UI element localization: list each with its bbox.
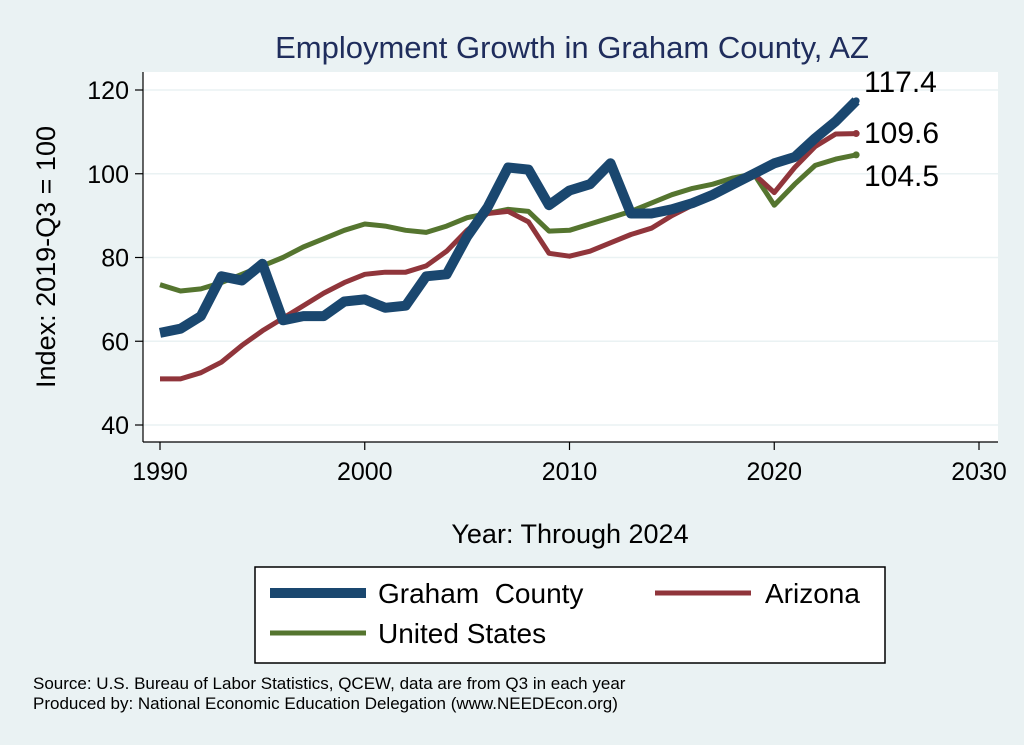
x-tick-label-2020: 2020 [746, 458, 802, 486]
x-tick-label-2000: 2000 [337, 458, 393, 486]
series-endpoint-united-states [852, 151, 860, 159]
legend-box [254, 566, 886, 664]
y-tick-label-40: 40 [101, 412, 129, 440]
legend-label-arizona: Arizona [765, 578, 860, 609]
end-label-arizona: 109.6 [864, 117, 939, 150]
chart-title: Employment Growth in Graham County, AZ [275, 30, 869, 65]
x-tick-label-2010: 2010 [542, 458, 598, 486]
end-label-united-states: 104.5 [864, 160, 939, 193]
producer-note: Produced by: National Economic Education… [33, 694, 618, 713]
legend: Graham County Arizona United States [254, 566, 886, 664]
x-axis-title: Year: Through 2024 [451, 519, 688, 549]
x-tick-label-1990: 1990 [132, 458, 188, 486]
legend-label-graham-county: Graham County [378, 578, 583, 609]
legend-label-united-states: United States [378, 618, 546, 649]
y-tick-label-60: 60 [101, 328, 129, 356]
y-tick-label-100: 100 [87, 161, 129, 189]
y-axis-title: Index: 2019-Q3 = 100 [31, 126, 61, 388]
y-tick-label-80: 80 [101, 245, 129, 273]
end-labels: 117.4 109.6 104.5 [864, 66, 939, 193]
source-note: Source: U.S. Bureau of Labor Statistics,… [33, 674, 626, 693]
axes: 40 60 80 100 120 1990 2000 2010 2020 2030 [87, 72, 1007, 486]
y-tick-label-120: 120 [87, 77, 129, 105]
series-endpoint-arizona [852, 130, 860, 138]
series-lines [158, 97, 860, 382]
end-label-graham-county: 117.4 [864, 66, 937, 99]
x-tick-label-2030: 2030 [951, 458, 1007, 486]
series-endpoint-graham-county [852, 97, 860, 105]
series-line-graham-county [158, 97, 860, 338]
